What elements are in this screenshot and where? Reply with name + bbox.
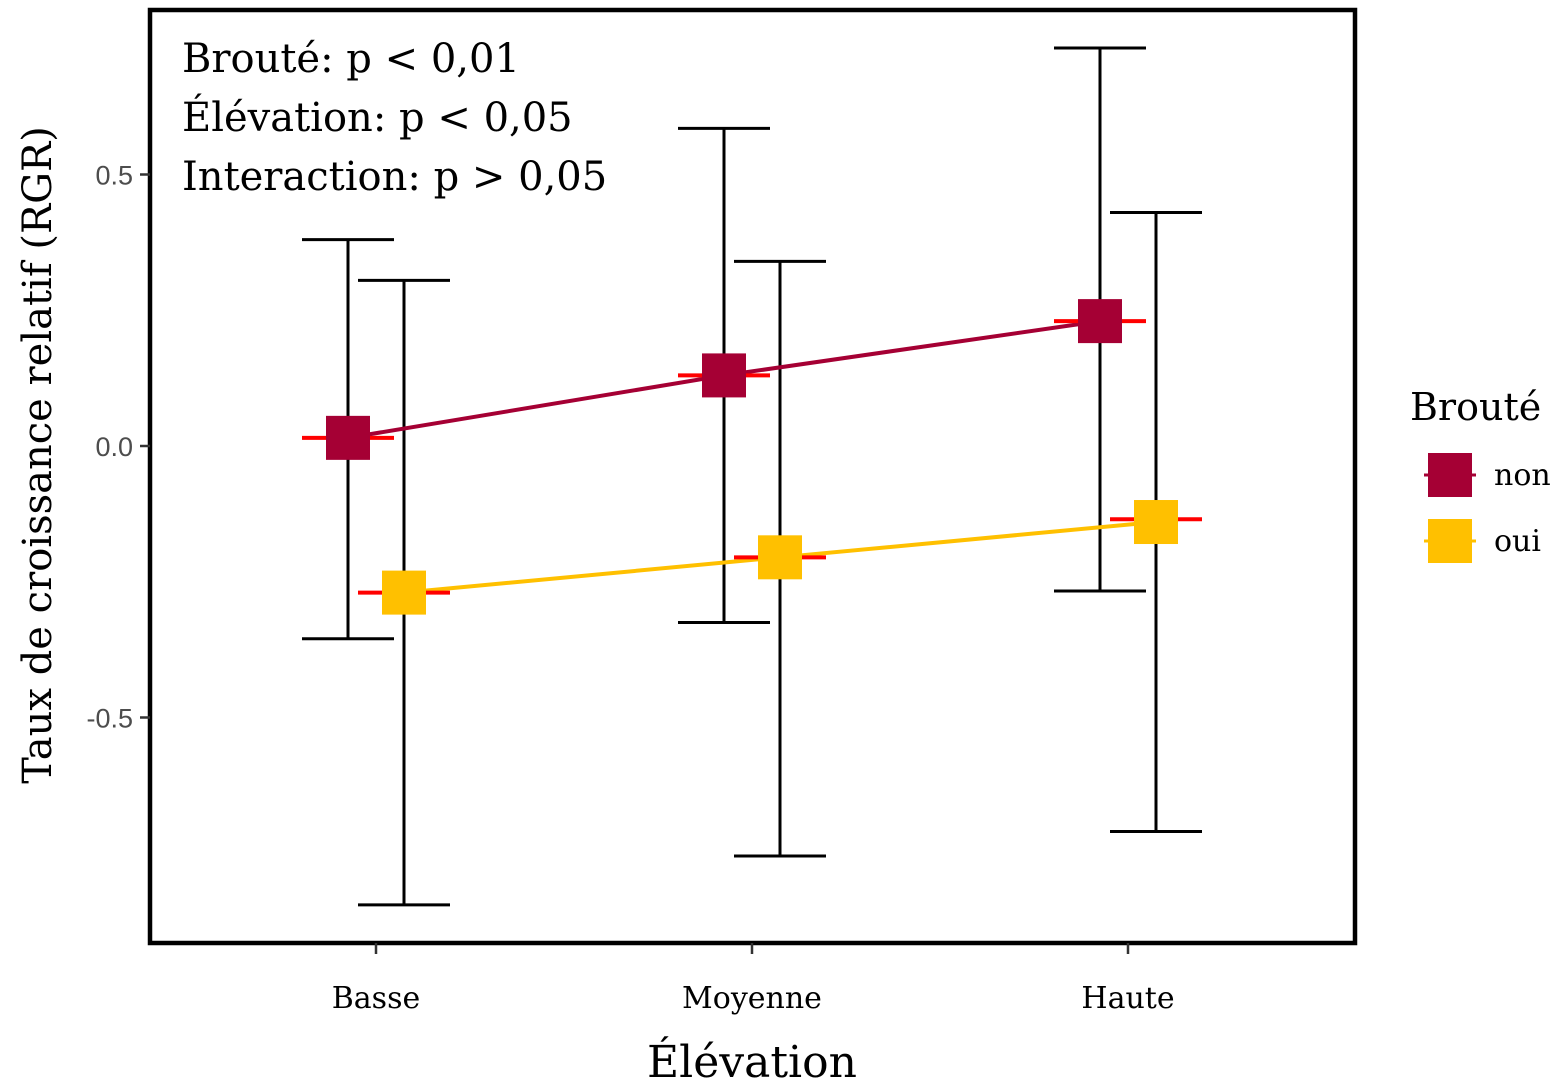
annotation-line: Brouté: p < 0,01 xyxy=(182,36,520,82)
legend-label-non: non xyxy=(1494,458,1551,493)
x-axis: Basse Moyenne Haute xyxy=(332,943,1175,1016)
y-tick-label: 0.0 xyxy=(95,432,133,462)
y-axis-title: Taux de croissance relatif (RGR) xyxy=(15,126,61,784)
legend: Brouté non oui xyxy=(1410,385,1551,563)
y-axis: 0.5 0.0 -0.5 xyxy=(86,161,150,734)
legend-key-non xyxy=(1428,453,1472,497)
x-axis-title: Élévation xyxy=(647,1035,857,1084)
x-tick-label: Basse xyxy=(332,981,420,1016)
x-tick-label: Moyenne xyxy=(682,981,822,1016)
data-point-non xyxy=(702,353,746,398)
data-point-non xyxy=(326,415,370,460)
legend-label-oui: oui xyxy=(1494,524,1541,559)
annotation-block: Brouté: p < 0,01 Élévation: p < 0,05 Int… xyxy=(182,36,607,200)
legend-title: Brouté xyxy=(1410,385,1541,429)
legend-key-oui xyxy=(1428,519,1472,563)
data-points xyxy=(326,299,1178,615)
data-point-non xyxy=(1078,299,1122,344)
data-point-oui xyxy=(1134,500,1178,545)
data-point-oui xyxy=(758,535,802,580)
x-tick-label: Haute xyxy=(1081,981,1174,1016)
data-point-oui xyxy=(382,570,426,615)
annotation-line: Interaction: p > 0,05 xyxy=(182,154,607,200)
y-tick-label: -0.5 xyxy=(86,704,133,734)
annotation-line: Élévation: p < 0,05 xyxy=(182,94,573,141)
y-tick-label: 0.5 xyxy=(95,161,133,191)
